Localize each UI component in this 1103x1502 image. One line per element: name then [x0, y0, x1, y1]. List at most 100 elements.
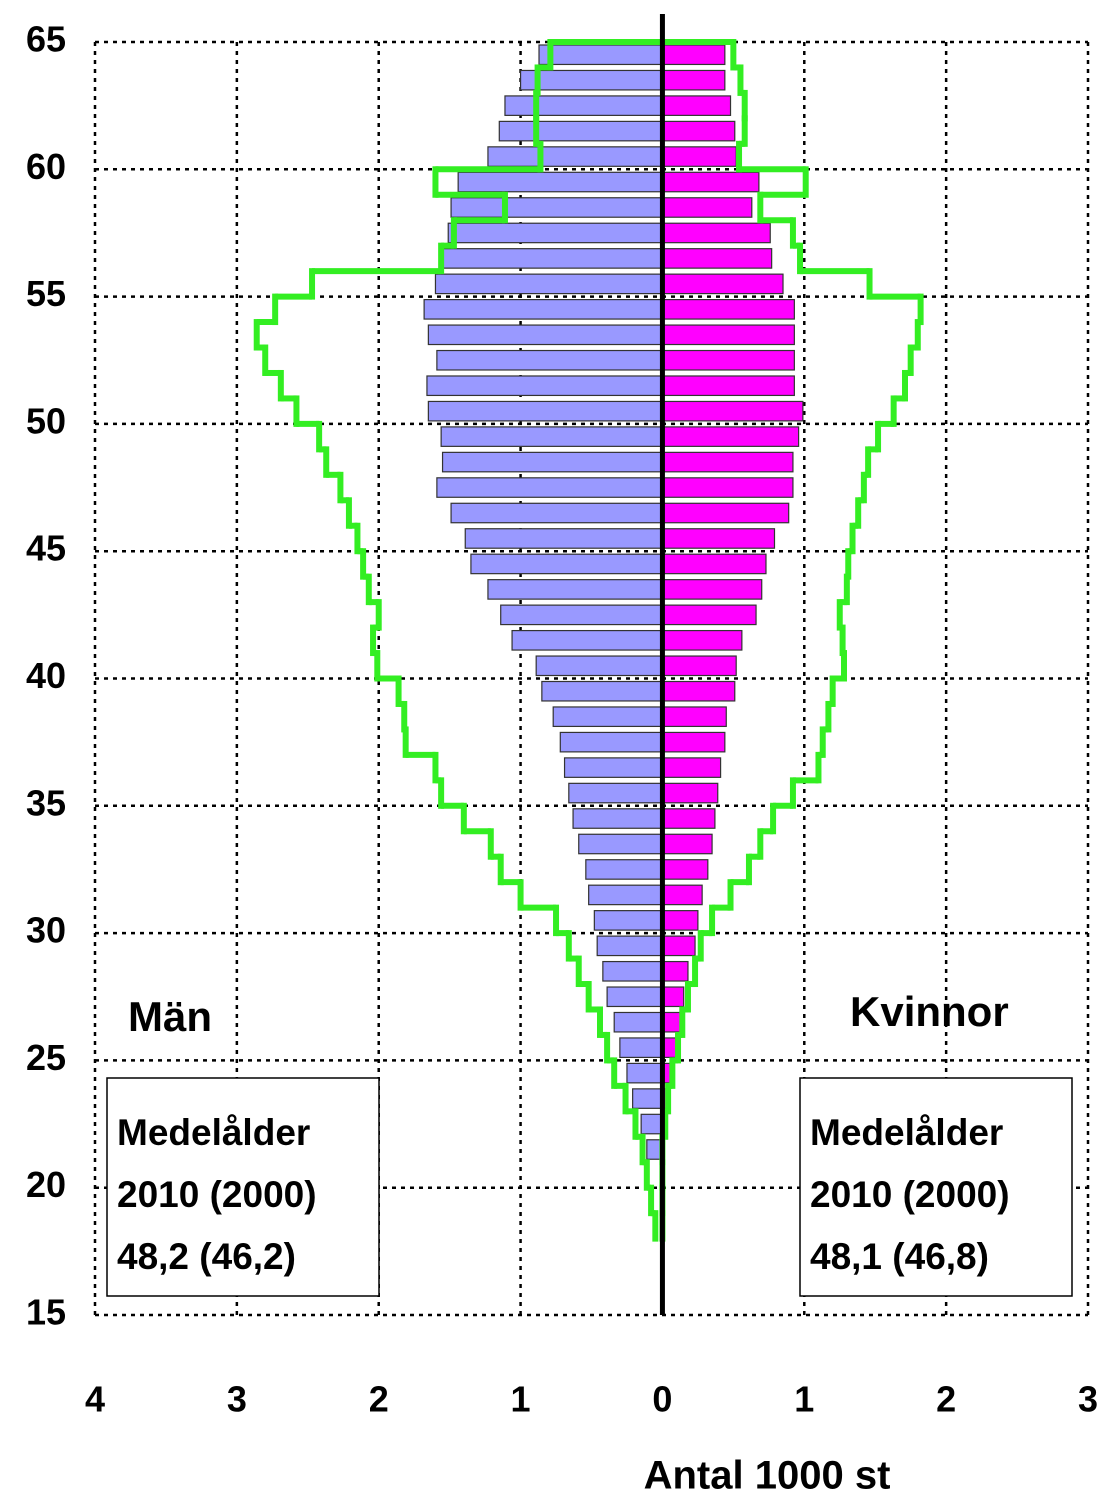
bar: [661, 680, 736, 702]
bar: [470, 553, 664, 575]
bar: [440, 248, 664, 269]
y-tick-label: 50: [26, 400, 66, 441]
bar: [572, 808, 664, 829]
bar: [661, 146, 737, 167]
bar: [661, 579, 763, 600]
bar: [593, 910, 664, 931]
bar: [498, 120, 664, 142]
x-tick-label: 3: [227, 1379, 247, 1420]
bar: [661, 502, 790, 524]
bar: [541, 680, 664, 702]
bar: [511, 629, 664, 651]
bar: [661, 69, 726, 91]
y-tick-label: 55: [26, 273, 66, 314]
bar: [661, 731, 726, 753]
annotation-box: [106, 1077, 380, 1297]
y-tick-label: 25: [26, 1037, 66, 1078]
bar: [661, 833, 713, 855]
bar: [504, 95, 664, 116]
bar: [436, 477, 664, 498]
bar: [450, 502, 664, 524]
bar: [661, 706, 727, 728]
bar: [661, 935, 696, 957]
bar: [661, 400, 804, 422]
bar: [427, 324, 664, 346]
bar: [588, 884, 664, 906]
annotation-text: 2010 (2000): [117, 1174, 317, 1215]
side-label: Kvinnor: [850, 988, 1009, 1035]
bar: [661, 553, 767, 575]
bar: [661, 629, 743, 651]
bar: [450, 197, 664, 218]
bar: [457, 171, 664, 193]
bar: [426, 375, 664, 397]
side-label: Män: [128, 993, 212, 1040]
y-tick-label: 40: [26, 655, 66, 696]
bar: [661, 120, 736, 142]
bar: [661, 528, 776, 549]
bar: [596, 935, 664, 957]
bar: [632, 1088, 664, 1109]
bar: [661, 859, 709, 880]
bar: [640, 1113, 664, 1135]
bar: [487, 146, 664, 167]
annotation-text: Medelålder: [117, 1112, 310, 1153]
bar: [661, 757, 722, 778]
bar: [559, 731, 664, 753]
bar: [436, 349, 664, 371]
bar: [538, 44, 664, 66]
bar: [661, 248, 773, 269]
bar: [552, 706, 664, 728]
x-tick-label: 2: [369, 1379, 389, 1420]
y-tick-label: 35: [26, 782, 66, 823]
x-tick-label: 1: [511, 1379, 531, 1420]
bar: [661, 986, 685, 1008]
bar: [434, 273, 664, 295]
bar: [661, 95, 732, 116]
y-tick-label: 15: [26, 1292, 66, 1333]
bar: [487, 579, 664, 600]
x-axis-label: Antal 1000 st: [644, 1454, 891, 1498]
bar: [661, 171, 760, 193]
bar: [613, 1011, 664, 1033]
bar: [661, 197, 753, 218]
bar: [661, 299, 795, 320]
bar: [519, 69, 664, 91]
bar: [441, 451, 664, 473]
bar: [661, 782, 719, 804]
y-tick-label: 30: [26, 910, 66, 951]
x-tick-label: 4: [85, 1379, 105, 1420]
bar: [626, 1062, 664, 1084]
bar: [447, 222, 664, 244]
bar: [661, 273, 784, 295]
bar: [578, 833, 664, 855]
bar: [661, 884, 703, 906]
bar: [606, 986, 664, 1008]
bar: [423, 299, 664, 320]
bar: [464, 528, 664, 549]
bar: [661, 324, 795, 346]
bar: [602, 960, 664, 982]
annotation-text: 48,2 (46,2): [117, 1236, 296, 1277]
bar: [661, 910, 699, 931]
bar: [661, 349, 795, 371]
annotation-text: Medelålder: [810, 1112, 1003, 1153]
annotation-box: [799, 1077, 1073, 1297]
x-tick-label: 0: [652, 1379, 672, 1420]
bar: [585, 859, 664, 880]
x-tick-label: 3: [1078, 1379, 1098, 1420]
bar: [661, 222, 771, 244]
bar: [661, 426, 800, 447]
bar: [619, 1037, 664, 1058]
annotation-text: 2010 (2000): [810, 1174, 1010, 1215]
x-tick-label: 1: [794, 1379, 814, 1420]
bar: [661, 808, 716, 829]
bar: [661, 44, 726, 66]
bar: [661, 1011, 682, 1033]
y-tick-label: 45: [26, 528, 66, 569]
y-tick-label: 65: [26, 19, 66, 60]
bar: [440, 426, 664, 447]
x-tick-label: 2: [936, 1379, 956, 1420]
bar: [661, 375, 795, 397]
